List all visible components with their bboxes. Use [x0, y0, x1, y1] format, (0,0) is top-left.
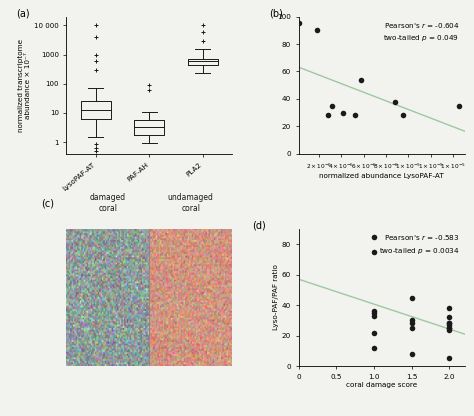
Point [340, 109, 347, 116]
Text: (a): (a) [17, 8, 30, 18]
Point [408, 294, 416, 301]
Y-axis label: normalized transcriptome
abundance × 10⁻⁷: normalized transcriptome abundance × 10⁻… [18, 39, 31, 132]
Text: Pearson's $r$ = -0.583
two-tailed $p$ = 0.0034: Pearson's $r$ = -0.583 two-tailed $p$ = … [379, 233, 459, 256]
Text: (d): (d) [252, 221, 266, 231]
Point [446, 355, 453, 362]
Point [408, 317, 416, 324]
Text: (c): (c) [42, 199, 55, 209]
X-axis label: coral damage score: coral damage score [346, 382, 417, 389]
Point [351, 112, 358, 119]
Y-axis label: Lyso-PAF/PAF ratio: Lyso-PAF/PAF ratio [273, 265, 279, 330]
Point [370, 329, 378, 336]
Point [408, 351, 416, 357]
Point [446, 324, 453, 331]
Point [313, 27, 320, 34]
Point [324, 112, 331, 119]
Point [446, 320, 453, 327]
Point [295, 20, 302, 27]
Point [455, 102, 463, 109]
Text: undamaged
coral: undamaged coral [168, 193, 214, 213]
Point [446, 322, 453, 328]
Text: damaged
coral: damaged coral [90, 193, 126, 213]
Point [408, 324, 416, 331]
Point [446, 305, 453, 312]
Point [370, 308, 378, 314]
Point [370, 344, 378, 351]
Point [446, 314, 453, 321]
Point [370, 233, 378, 240]
Point [370, 312, 378, 319]
X-axis label: normalized abundance LysoPAF-AT: normalized abundance LysoPAF-AT [319, 173, 444, 179]
Point [328, 102, 336, 109]
Point [446, 324, 453, 331]
Point [370, 310, 378, 316]
Text: (b): (b) [269, 8, 283, 18]
Point [446, 326, 453, 333]
Point [408, 320, 416, 327]
Point [399, 112, 407, 119]
Point [370, 248, 378, 255]
Point [357, 77, 365, 83]
Point [446, 320, 453, 327]
Text: Pearson's $r$ = -0.604
two-tailed $p$ = 0.049: Pearson's $r$ = -0.604 two-tailed $p$ = … [383, 21, 459, 43]
Point [391, 98, 399, 105]
